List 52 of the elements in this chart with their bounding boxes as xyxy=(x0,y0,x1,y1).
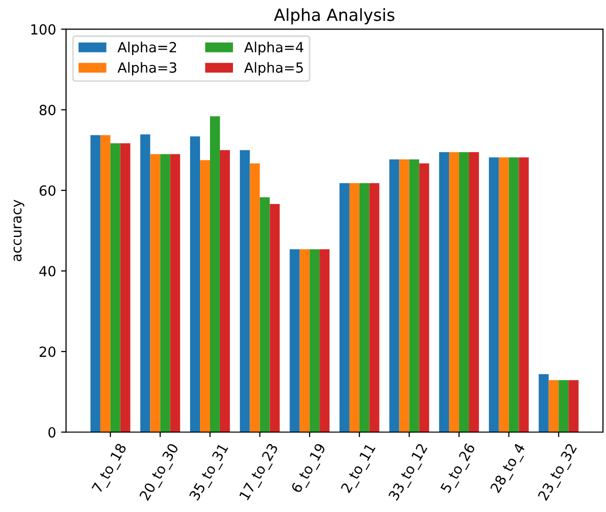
bar xyxy=(260,197,270,432)
bar xyxy=(150,154,160,432)
legend-label: Alpha=2 xyxy=(118,42,176,56)
bar xyxy=(190,136,200,432)
bar xyxy=(349,183,360,432)
bar xyxy=(518,157,529,432)
bar xyxy=(508,157,519,432)
legend-label: Alpha=4 xyxy=(244,42,304,56)
bar xyxy=(270,204,280,432)
bar xyxy=(459,152,469,432)
bar xyxy=(498,157,509,432)
bar xyxy=(140,134,150,432)
bar xyxy=(310,249,320,432)
bar xyxy=(369,183,380,432)
bar xyxy=(100,135,110,432)
bar xyxy=(548,380,559,432)
bar xyxy=(220,150,230,432)
bar xyxy=(120,143,130,432)
bar xyxy=(300,249,310,432)
bar xyxy=(568,380,579,432)
y-tick-label: 40 xyxy=(39,266,56,276)
legend-label: Alpha=3 xyxy=(118,62,176,76)
bar xyxy=(488,157,499,432)
bar xyxy=(290,249,300,432)
bar xyxy=(90,135,100,432)
bar xyxy=(409,159,420,432)
bar xyxy=(558,380,569,432)
bar xyxy=(449,152,460,432)
y-tick-label: 20 xyxy=(40,346,56,358)
y-tick-label: 60 xyxy=(40,185,56,196)
y-tick-label: 80 xyxy=(40,104,56,116)
y-tick-label: 100 xyxy=(31,24,56,35)
bar xyxy=(320,249,330,432)
bar xyxy=(210,116,220,432)
y-axis-title: accuracy xyxy=(14,200,24,262)
bar xyxy=(110,143,120,432)
bar xyxy=(160,154,170,432)
legend-label: Alpha=5 xyxy=(244,62,303,76)
bar xyxy=(240,150,250,432)
bar xyxy=(359,183,370,432)
bar xyxy=(468,152,479,432)
bar xyxy=(538,374,549,432)
bar xyxy=(389,159,400,432)
y-tick-label: 0 xyxy=(48,427,56,438)
chart-title: Alpha Analysis xyxy=(274,8,394,24)
bar xyxy=(250,163,260,432)
bar xyxy=(439,152,450,432)
bar xyxy=(200,160,210,432)
bar xyxy=(339,183,350,432)
bar xyxy=(419,163,430,432)
bar xyxy=(399,159,410,432)
bar xyxy=(170,154,180,432)
